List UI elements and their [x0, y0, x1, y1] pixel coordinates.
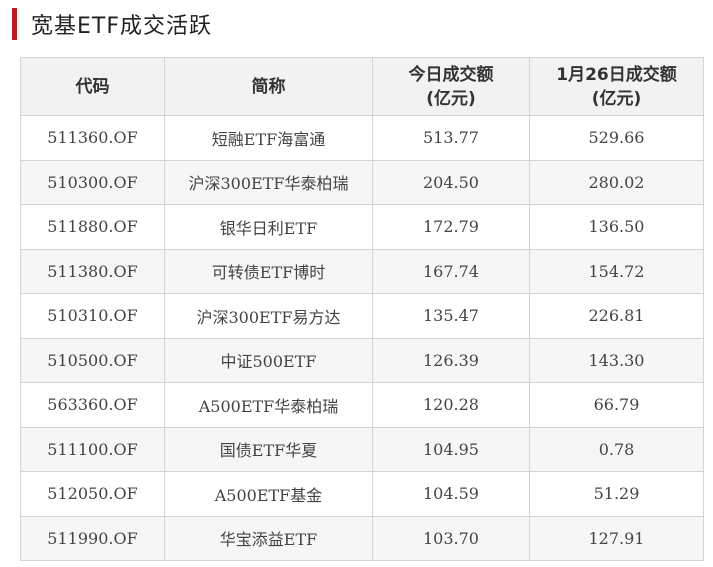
cell-code: 563360.OF [20, 382, 165, 428]
cell-jan26: 136.50 [529, 204, 704, 250]
cell-name: 沪深300ETF华泰柏瑞 [164, 159, 373, 205]
cell-today: 513.77 [372, 115, 530, 161]
cell-code: 511990.OF [20, 515, 165, 561]
cell-code: 511880.OF [20, 204, 165, 250]
cell-name: 中证500ETF [164, 337, 373, 383]
cell-jan26: 0.78 [529, 426, 704, 472]
table-row: 510500.OF 中证500ETF 126.39 143.30 [20, 337, 704, 383]
cell-today: 120.28 [372, 382, 530, 428]
table-row: 511990.OF 华宝添益ETF 103.70 127.91 [20, 515, 704, 561]
header-today-turnover: 今日成交额 (亿元) [372, 57, 530, 116]
cell-jan26: 154.72 [529, 248, 704, 294]
table-row: 511100.OF 国债ETF华夏 104.95 0.78 [20, 426, 704, 472]
table-row: 563360.OF A500ETF华泰柏瑞 120.28 66.79 [20, 382, 704, 428]
table-row: 512050.OF A500ETF基金 104.59 51.29 [20, 471, 704, 517]
table-row: 511380.OF 可转债ETF博时 167.74 154.72 [20, 248, 704, 294]
cell-jan26: 226.81 [529, 293, 704, 339]
cell-code: 512050.OF [20, 471, 165, 517]
cell-code: 511380.OF [20, 248, 165, 294]
header-jan26-turnover: 1月26日成交额 (亿元) [529, 57, 704, 116]
cell-jan26: 143.30 [529, 337, 704, 383]
cell-name: 国债ETF华夏 [164, 426, 373, 472]
cell-jan26: 66.79 [529, 382, 704, 428]
cell-today: 135.47 [372, 293, 530, 339]
cell-name: 可转债ETF博时 [164, 248, 373, 294]
cell-code: 511100.OF [20, 426, 165, 472]
cell-today: 103.70 [372, 515, 530, 561]
cell-code: 511360.OF [20, 115, 165, 161]
cell-today: 167.74 [372, 248, 530, 294]
cell-name: 华宝添益ETF [164, 515, 373, 561]
table-row: 511880.OF 银华日利ETF 172.79 136.50 [20, 204, 704, 250]
cell-today: 104.59 [372, 471, 530, 517]
header-code: 代码 [20, 57, 165, 116]
cell-code: 510310.OF [20, 293, 165, 339]
cell-code: 510500.OF [20, 337, 165, 383]
cell-name: 短融ETF海富通 [164, 115, 373, 161]
cell-today: 104.95 [372, 426, 530, 472]
table-row: 510310.OF 沪深300ETF易方达 135.47 226.81 [20, 293, 704, 339]
cell-today: 126.39 [372, 337, 530, 383]
cell-jan26: 51.29 [529, 471, 704, 517]
cell-name: A500ETF华泰柏瑞 [164, 382, 373, 428]
table-row: 511360.OF 短融ETF海富通 513.77 529.66 [20, 115, 704, 161]
cell-jan26: 127.91 [529, 515, 704, 561]
table-row: 510300.OF 沪深300ETF华泰柏瑞 204.50 280.02 [20, 159, 704, 205]
title-accent-bar [12, 8, 17, 40]
cell-name: 沪深300ETF易方达 [164, 293, 373, 339]
table-header-row: 代码 简称 今日成交额 (亿元) 1月26日成交额 (亿元) [20, 57, 704, 116]
page-title: 宽基ETF成交活跃 [31, 14, 212, 39]
etf-turnover-table: 代码 简称 今日成交额 (亿元) 1月26日成交额 (亿元) 511360.OF 短… [20, 57, 704, 561]
header-name: 简称 [164, 57, 373, 116]
title-bar: 宽基ETF成交活跃 [12, 6, 212, 42]
cell-jan26: 280.02 [529, 159, 704, 205]
cell-today: 204.50 [372, 159, 530, 205]
cell-today: 172.79 [372, 204, 530, 250]
cell-code: 510300.OF [20, 159, 165, 205]
cell-name: 银华日利ETF [164, 204, 373, 250]
cell-name: A500ETF基金 [164, 471, 373, 517]
cell-jan26: 529.66 [529, 115, 704, 161]
